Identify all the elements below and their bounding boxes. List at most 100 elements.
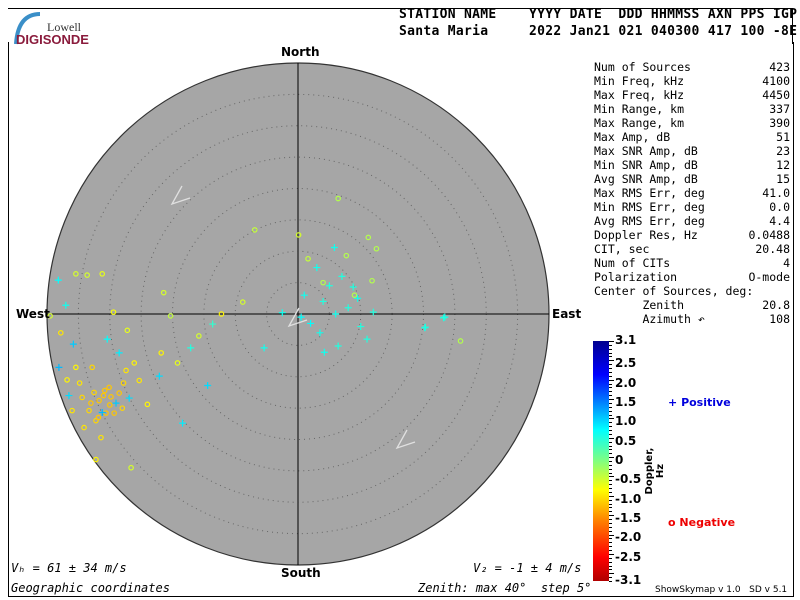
- plus-icon: +: [668, 396, 678, 409]
- negative-source-point: [69, 407, 75, 414]
- colorbar-minor-tick: [609, 565, 612, 567]
- colorbar-minor-tick: [609, 449, 612, 451]
- positive-source-point: [349, 283, 357, 291]
- colorbar-tick-label: -1.0: [615, 491, 642, 506]
- colorbar-minor-tick: [609, 553, 614, 555]
- positive-source-point: [260, 344, 268, 352]
- stat-value: 41.0: [762, 186, 790, 200]
- negative-source-point: [99, 271, 106, 277]
- stat-row: Max Range, km 390: [594, 116, 790, 130]
- positive-source-point: [98, 409, 106, 417]
- stat-row: Num of Sources 423: [594, 60, 790, 74]
- stat-value: 0.0: [769, 200, 790, 214]
- negative-source-point: [106, 402, 113, 408]
- stat-row: Num of CITs 4: [594, 256, 790, 270]
- negative-source-point: [64, 377, 70, 383]
- colorbar-minor-tick: [609, 491, 612, 493]
- colorbar-minor-tick: [609, 422, 612, 424]
- stat-label: Max Freq, kHz: [594, 88, 685, 102]
- colorbar-minor-tick: [609, 426, 612, 428]
- positive-source-point: [125, 394, 133, 402]
- stat-row: Azimuth ↶ 108: [594, 312, 790, 326]
- stat-value: 15: [776, 172, 790, 186]
- colorbar-minor-tick: [609, 573, 614, 575]
- stat-label: Avg RMS Err, deg: [594, 214, 705, 228]
- colorbar-tick-label: -2.5: [615, 549, 642, 564]
- negative-source-point: [320, 279, 326, 286]
- colorbar-tick-label: -1.5: [615, 511, 642, 526]
- negative-source-point: [73, 271, 79, 277]
- negative-source-point: [73, 364, 79, 371]
- negative-source-point: [144, 401, 151, 408]
- stat-label: Zenith: [594, 298, 685, 312]
- colorbar-minor-tick: [609, 546, 612, 548]
- negative-source-point: [158, 350, 165, 356]
- logo-digisonde: DIGISONDE: [16, 32, 89, 47]
- colorbar-minor-tick: [609, 507, 612, 509]
- colorbar-label-wrap: Doppler, Hz: [644, 438, 666, 498]
- frame-top: [8, 8, 793, 9]
- compass-south: South: [281, 566, 321, 580]
- colorbar-minor-tick: [609, 375, 612, 377]
- stat-row: Center of Sources, deg:: [594, 284, 790, 298]
- colorbar-minor-tick: [609, 511, 612, 513]
- negative-source-point: [239, 299, 246, 305]
- stat-row: Doppler Res, Hz 0.0488: [594, 228, 790, 242]
- positive-source-point: [330, 243, 338, 251]
- colorbar-minor-tick: [609, 433, 612, 435]
- stat-value: 12: [776, 158, 790, 172]
- legend-positive: + Positive: [668, 396, 731, 409]
- colorbar-minor-tick: [609, 453, 612, 455]
- colorbar-tick-label: 1.5: [615, 394, 637, 409]
- stat-label: CIT, sec: [594, 242, 650, 256]
- colorbar-minor-tick: [609, 414, 612, 416]
- colorbar-minor-tick: [609, 457, 614, 459]
- stat-label: Max RMS Err, deg: [594, 186, 705, 200]
- negative-source-point: [174, 360, 181, 366]
- negative-source-point: [91, 389, 97, 396]
- frame: [8, 42, 794, 597]
- negative-source-point: [84, 272, 90, 278]
- positive-source-point: [55, 363, 63, 371]
- negative-source-point: [116, 390, 122, 396]
- colorbar-minor-tick: [609, 430, 612, 432]
- colorbar-tick-label: 0: [615, 453, 624, 467]
- negative-source-point: [79, 394, 85, 401]
- positive-source-point: [354, 294, 362, 302]
- negative-source-point: [81, 424, 87, 431]
- colorbar-minor-tick: [609, 445, 612, 447]
- colorbar-tick-label: -3.1: [615, 573, 642, 587]
- colorbar-minor-tick: [609, 356, 612, 358]
- negative-source-point: [295, 232, 302, 238]
- colorbar-minor-tick: [609, 488, 612, 490]
- negative-source-point: [196, 333, 202, 339]
- negative-source-point: [101, 387, 108, 394]
- stat-row: Max Freq, kHz 4450: [594, 88, 790, 102]
- stat-row: Polarization O-mode: [594, 270, 790, 284]
- colorbar-minor-tick: [609, 476, 614, 478]
- negative-source-point: [86, 407, 92, 414]
- stat-row: Min RMS Err, deg 0.0: [594, 200, 790, 214]
- negative-source-point: [88, 400, 94, 406]
- stat-label: Max SNR Amp, dB: [594, 144, 698, 158]
- vertical-velocity: V₂ = -1 ± 4 m/s: [473, 561, 582, 575]
- negative-source-point: [335, 195, 341, 202]
- positive-source-point: [338, 272, 346, 280]
- colorbar-minor-tick: [609, 526, 612, 528]
- colorbar-minor-tick: [609, 341, 614, 342]
- colorbar-tick-label: 0.5: [615, 433, 637, 448]
- stat-value: 337: [769, 102, 790, 116]
- colorbar-minor-tick: [609, 352, 612, 354]
- colorbar-minor-tick: [609, 522, 612, 524]
- negative-source-point: [373, 245, 380, 252]
- positive-source-point: [307, 319, 315, 327]
- colorbar-minor-tick: [609, 464, 612, 466]
- colorbar-minor-tick: [609, 503, 612, 505]
- stat-label: Polarization: [594, 270, 678, 284]
- stat-row: Max RMS Err, deg 41.0: [594, 186, 790, 200]
- drift-chevron-icon: [395, 429, 416, 450]
- positive-source-point: [316, 329, 324, 337]
- colorbar-minor-tick: [609, 468, 612, 470]
- header-labels: STATION NAME YYYY DATE DDD HHMMSS AXN PP…: [399, 7, 798, 22]
- negative-source-point: [369, 277, 375, 284]
